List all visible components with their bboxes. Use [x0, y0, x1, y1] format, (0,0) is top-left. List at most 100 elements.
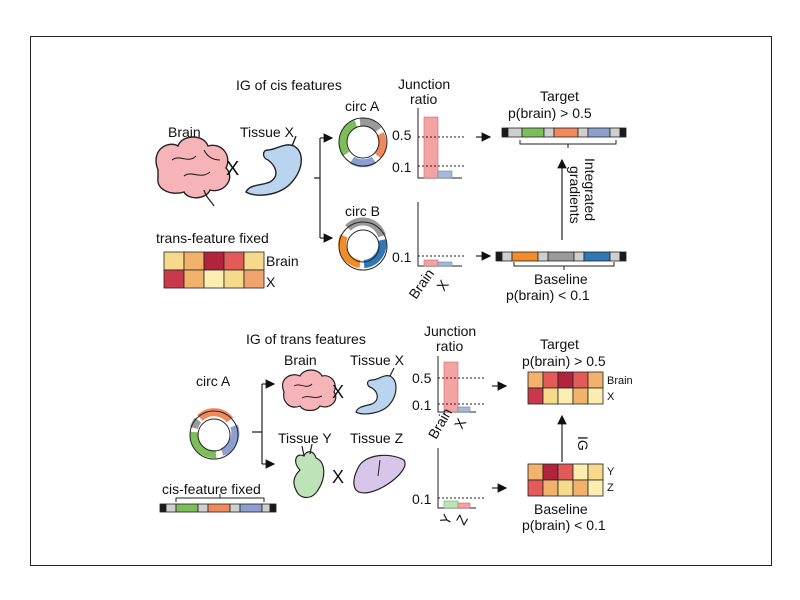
heatmap-row-brain: Brain	[266, 253, 299, 269]
bottom-branch-line	[252, 384, 263, 464]
heatmap-cell	[557, 387, 574, 405]
cis-fixed-label: cis-feature fixed	[162, 481, 261, 497]
bottom-xlabel-z: Z	[453, 512, 471, 528]
cis-fixed-bracket	[175, 494, 265, 502]
feature-segment	[159, 503, 167, 513]
feature-segment	[583, 251, 611, 262]
top-target-bracket	[519, 140, 617, 148]
heatmap-row-x: X	[266, 274, 276, 290]
feature-segment	[261, 503, 271, 513]
bottom-chart-b-axes	[437, 448, 476, 509]
bottom-ig-label: IG	[575, 436, 591, 451]
bottom-junction-label-2: ratio	[436, 338, 463, 354]
feature-segment	[573, 251, 585, 262]
heatmap-cell	[542, 371, 559, 389]
feature-segment	[543, 127, 555, 138]
trans-feature-heatmap	[163, 251, 265, 289]
bottom-bar-a-brain	[443, 361, 459, 413]
bottom-target-row-brain: Brain	[607, 375, 633, 387]
heatmap-cell	[243, 269, 265, 289]
top-circ-a-label: circ A	[345, 98, 380, 114]
top-bar-a-x	[437, 170, 453, 179]
top-tissue-label: Tissue X	[240, 124, 295, 140]
heatmap-cell	[557, 463, 574, 481]
liver-icon	[353, 454, 406, 494]
top-tick-01: 0.1	[392, 159, 412, 175]
feature-segment	[521, 127, 545, 138]
bottom-baseline-prob: p(brain) < 0.1	[522, 517, 606, 533]
top-xlabel-x: X	[433, 276, 452, 293]
top-bar-b-brain	[423, 259, 439, 267]
heatmap-cell	[223, 251, 245, 271]
circ-a-ring	[338, 117, 388, 168]
feature-segment	[269, 503, 277, 513]
top-baseline-bracket	[513, 262, 615, 270]
bottom-stomach-icon	[355, 367, 397, 415]
feature-segment	[229, 503, 241, 513]
feature-segment	[197, 503, 209, 513]
circ-b-ring	[338, 217, 388, 271]
feature-segment	[537, 251, 549, 262]
heatmap-cell	[587, 387, 604, 405]
baseline-cis-feature-bar	[495, 251, 627, 262]
top-baseline-prob: p(brain) < 0.1	[506, 287, 590, 303]
bottom-bar-a-x	[457, 406, 471, 413]
top-circ-b-label: circ B	[345, 203, 380, 219]
feature-segment	[619, 251, 627, 262]
figure-frame	[30, 36, 772, 566]
feature-segment	[239, 503, 263, 513]
heatmap-cell	[183, 269, 205, 289]
feature-segment	[553, 127, 579, 138]
bottom-baseline-row-z: Z	[607, 482, 614, 494]
bottom-target-label: Target	[540, 336, 579, 352]
heatmap-cell	[163, 251, 185, 271]
heatmap-cell	[163, 269, 185, 289]
heatmap-cell	[587, 479, 604, 497]
bottom-junction-label-1: Junction	[424, 323, 476, 339]
feature-segment	[587, 127, 611, 138]
heatmap-cell	[527, 479, 544, 497]
bottom-times-sign-1: X	[332, 382, 344, 402]
heatmap-cell	[527, 371, 544, 389]
heatmap-cell	[572, 479, 589, 497]
heatmap-cell	[223, 269, 245, 289]
bottom-target-row-x: X	[607, 391, 615, 403]
top-tick-05: 0.5	[392, 127, 412, 143]
feature-segment	[501, 251, 513, 262]
cis-feature-bar	[159, 503, 277, 513]
bottom-times-sign-2: X	[332, 467, 344, 487]
top-chart-a-guides	[418, 136, 466, 167]
bottom-heading: IG of trans features	[246, 331, 366, 347]
feature-segment	[609, 127, 621, 138]
feature-segment	[495, 251, 503, 262]
bottom-baseline-label: Baseline	[534, 501, 588, 517]
heatmap-cell	[183, 251, 205, 271]
bottom-bar-b-z	[457, 502, 471, 509]
top-brain-label: Brain	[168, 124, 201, 140]
top-xlabel-brain: Brain	[405, 266, 437, 302]
feature-segment	[207, 503, 231, 513]
baseline-trans-heatmap	[527, 463, 604, 497]
feature-segment	[547, 251, 575, 262]
top-times-sign: X	[226, 158, 239, 180]
top-tick-01-b: 0.1	[392, 249, 412, 265]
heatmap-cell	[572, 463, 589, 481]
heatmap-cell	[203, 251, 225, 271]
top-heading: IG of cis features	[236, 77, 342, 93]
bottom-tissue-y-label: Tissue Y	[278, 430, 332, 446]
feature-segment	[175, 503, 199, 513]
top-ig-label-1: Integrated	[582, 158, 598, 221]
target-cis-feature-bar	[501, 127, 627, 138]
bottom-circ-a-ring	[189, 408, 240, 460]
feature-segment	[165, 503, 177, 513]
heatmap-cell	[557, 479, 574, 497]
bottom-circ-a-label: circ A	[196, 373, 231, 389]
heart-icon	[293, 443, 325, 499]
top-junction-label-2: ratio	[410, 91, 437, 107]
trans-fixed-label: trans-feature fixed	[156, 230, 269, 246]
feature-segment	[501, 127, 509, 138]
top-target-prob: p(brain) > 0.5	[508, 105, 592, 121]
bottom-xlabel-x: X	[451, 415, 470, 432]
bottom-tick-01-b: 0.1	[412, 491, 432, 507]
